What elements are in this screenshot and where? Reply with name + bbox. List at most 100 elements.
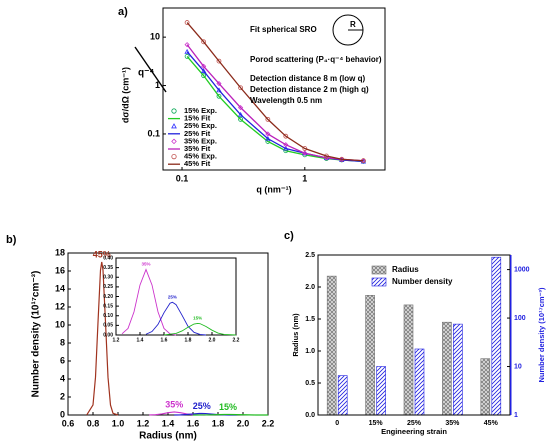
legend-label: 15% Exp. (184, 106, 217, 115)
y-tick-label: 0 (60, 409, 65, 419)
y-tick-label: 0.25 (103, 284, 113, 290)
y-tick-label: 1000 (514, 266, 530, 273)
inset-line (145, 301, 207, 336)
x-tick-label: 1 (302, 173, 307, 183)
y-tick-label: 6 (60, 355, 65, 365)
inset-frame (115, 257, 237, 336)
marker (216, 87, 222, 93)
y-axis-label: dσ/dΩ (cm⁻¹) (120, 67, 130, 123)
y-tick-label: 14 (55, 283, 65, 293)
inset-peak-label: 25% (168, 294, 177, 299)
bar (453, 323, 463, 416)
x-axis-label: Radius (nm) (139, 431, 197, 442)
y-tick-label: 1.5 (305, 316, 315, 323)
x-tick-label: 1.4 (162, 418, 175, 428)
annotation: Detection distance 2 m (high q) (250, 85, 369, 94)
legend-swatch (371, 277, 387, 287)
marker (201, 39, 207, 45)
y-tick-label: 0.40 (103, 255, 113, 261)
legend-label: 35% Exp. (184, 136, 217, 145)
y-tick-label: 0.20 (103, 294, 113, 300)
y-tick-label: 100 (514, 315, 526, 322)
marker (184, 20, 190, 25)
y-tick-label: 18 (55, 247, 65, 257)
marker (171, 108, 177, 114)
marker (216, 93, 222, 99)
panel-label: a) (118, 6, 128, 18)
y-tick-label: 0.10 (103, 313, 113, 319)
y-tick-label: 2.5 (305, 252, 315, 259)
marker (184, 48, 190, 54)
y-tick-label: 0.35 (103, 265, 113, 271)
x-tick-label: 0 (335, 420, 339, 427)
x-tick-label: 0.6 (62, 418, 75, 428)
fit-line (186, 22, 364, 162)
y-tick-label: 16 (55, 265, 65, 275)
x-tick-label: 1.8 (185, 337, 192, 343)
slope-guide (134, 46, 167, 93)
marker (265, 139, 271, 144)
marker (302, 146, 308, 151)
x-tick-label: 1.6 (187, 418, 200, 428)
y2-axis-label: Number density (10¹⁷cm⁻³) (537, 287, 546, 382)
inset-peak-label: 35% (141, 262, 150, 267)
peak-label: 25% (193, 401, 211, 411)
y-tick-label: 0.30 (103, 275, 113, 281)
marker (184, 54, 190, 59)
x-tick-label: 0.1 (176, 173, 189, 183)
legend-label: Number density (392, 277, 453, 286)
x-tick-label: 2.2 (233, 337, 240, 343)
y-tick-label: 1.0 (305, 348, 315, 355)
x-tick-label: 2.2 (262, 418, 275, 428)
legend-label: 25% Exp. (184, 121, 217, 130)
y-tick-label: 8 (60, 337, 65, 347)
bar (414, 348, 425, 416)
marker (216, 58, 222, 64)
x-tick-label: 35% (445, 420, 460, 427)
x-tick-label: 1.6 (161, 337, 168, 343)
marker (201, 73, 207, 79)
peak-label: 45% (93, 249, 111, 259)
bar (403, 304, 414, 416)
marker (184, 42, 190, 48)
x-tick-label: 2.0 (237, 418, 250, 428)
x-tick-label: 1.2 (137, 418, 150, 428)
x-tick-label: 15% (369, 420, 384, 427)
peak-label: 35% (165, 399, 183, 409)
distribution-line (86, 261, 119, 416)
annotation: Detection distance 8 m (low q) (250, 74, 365, 83)
y-tick-label: 10 (514, 363, 522, 370)
bar (491, 256, 502, 416)
marker (238, 116, 243, 122)
bar (365, 295, 375, 416)
annotation: R (350, 20, 356, 29)
y-tick-label: 4 (60, 373, 65, 383)
inset-peak-label: 15% (193, 316, 202, 321)
y-tick-label: 10 (150, 32, 160, 42)
legend-label: Radius (392, 265, 419, 274)
legend-label: 45% Fit (184, 159, 211, 168)
plot-frame (162, 7, 386, 171)
marker (265, 116, 271, 122)
y-tick-label: 12 (55, 301, 65, 311)
x-tick-label: 2.0 (209, 337, 216, 343)
legend-label: 25% Fit (184, 129, 211, 138)
peak-label: 15% (219, 402, 237, 412)
annotation: Fit spherical SRO (250, 25, 317, 34)
panel-label: c) (284, 230, 294, 242)
y-tick-label: 2.0 (305, 284, 315, 291)
plot-frame-right (510, 255, 512, 415)
x-axis-label: q (nm⁻¹) (256, 184, 291, 194)
marker (283, 133, 289, 139)
inset-line (163, 322, 237, 336)
legend-label: 45% Exp. (184, 152, 217, 161)
distribution-line (192, 413, 269, 416)
y-axis-label: Radius (nm) (291, 313, 300, 357)
legend-label: 15% Fit (184, 114, 211, 123)
y-tick-label: 2 (60, 391, 65, 401)
bar (442, 321, 452, 416)
x-tick-label: 1.4 (137, 337, 144, 343)
annotation: q⁻⁴ (138, 68, 154, 79)
inset-line (121, 268, 177, 336)
